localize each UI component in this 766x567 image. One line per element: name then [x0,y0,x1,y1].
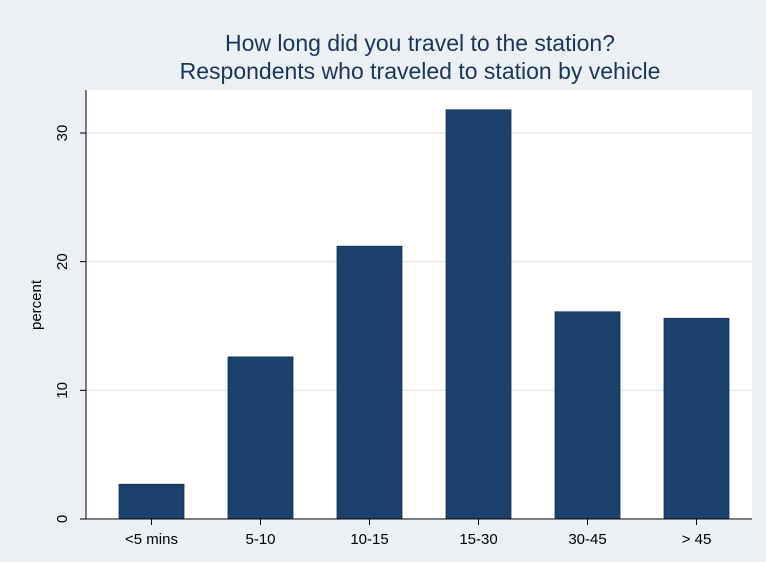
y-axis: 0 10 20 30 [54,90,87,523]
y-tick-label: 10 [54,382,71,399]
chart-subtitle: Respondents who traveled to station by v… [180,58,661,84]
chart-title: How long did you travel to the station? [225,30,615,56]
x-axis: <5 mins 5-10 10-15 15-30 30-45 > 45 [86,518,752,548]
bars [118,109,730,520]
x-tick-label: <5 mins [125,531,178,548]
bar [227,356,294,520]
x-tick-label: > 45 [682,531,712,548]
bar [336,245,403,520]
x-tick-label: 5-10 [245,531,275,548]
bar [663,317,730,520]
gridlines [86,132,752,392]
bar [118,483,185,520]
y-tick-label: 0 [54,515,71,523]
bar [554,311,621,520]
plot-area [86,90,752,520]
y-tick-label: 20 [54,253,71,270]
bar [445,109,512,520]
x-tick-label: 10-15 [350,531,388,548]
y-tick-label: 30 [54,125,71,142]
x-tick-label: 30-45 [568,531,606,548]
y-axis-label: percent [28,279,45,330]
x-tick-label: 15-30 [459,531,497,548]
